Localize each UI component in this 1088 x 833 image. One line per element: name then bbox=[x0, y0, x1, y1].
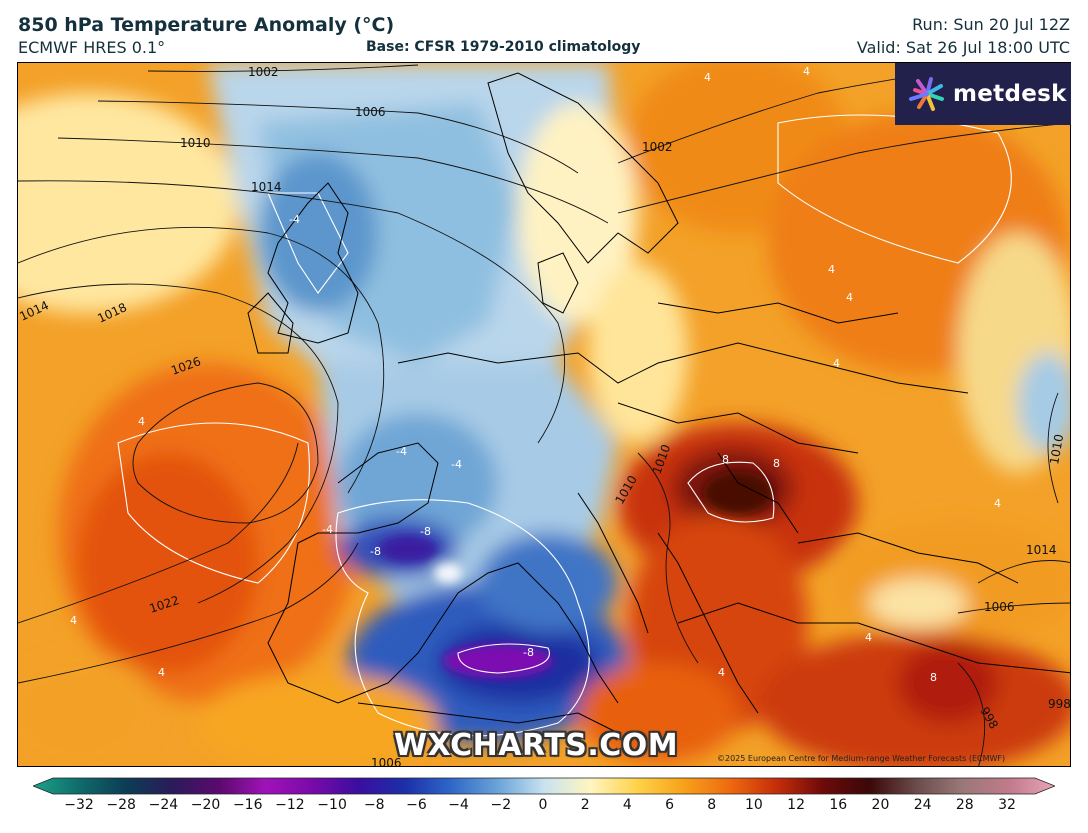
anomaly-label: 4 bbox=[704, 71, 711, 84]
metdesk-logo: metdesk bbox=[895, 63, 1071, 125]
colorbar-tick-label: 4 bbox=[622, 797, 632, 813]
chart-title: 850 hPa Temperature Anomaly (°C) bbox=[18, 14, 395, 36]
map-canvas: 1002 1006 1010 1014 1014 1018 1026 1022 … bbox=[18, 63, 1071, 767]
colorbar-tick-label: 0 bbox=[538, 797, 548, 813]
anomaly-label: -4 bbox=[289, 213, 300, 226]
colorbar-tick-label: 16 bbox=[829, 797, 848, 813]
colorbar-tick-label: −8 bbox=[363, 797, 385, 813]
anomaly-label-group: 4 4 4 -4 -4 -4 -4 -8 -8 -8 8 8 4 4 4 4 4… bbox=[70, 65, 1001, 684]
colorbar-tick-label: 8 bbox=[707, 797, 717, 813]
anomaly-label: -8 bbox=[370, 545, 381, 558]
anomaly-label: 8 bbox=[773, 457, 780, 470]
colorbar-tick-label: 32 bbox=[998, 797, 1016, 813]
isobar-label: 1002 bbox=[642, 140, 673, 154]
anomaly-label: 4 bbox=[846, 291, 853, 304]
colorbar-tick-label: 6 bbox=[665, 797, 674, 813]
isobar-label: 1006 bbox=[355, 105, 386, 119]
anomaly-label: 4 bbox=[865, 631, 872, 644]
colorbar-tick-label: 20 bbox=[871, 797, 890, 813]
anomaly-label: 4 bbox=[158, 666, 165, 679]
isobar-label: 1014 bbox=[1026, 543, 1057, 557]
anomaly-label: -4 bbox=[396, 445, 407, 458]
anomaly-label: -4 bbox=[451, 458, 462, 471]
wxcharts-watermark: WXCHARTS.COM bbox=[394, 728, 679, 763]
isobar-label: 1014 bbox=[251, 180, 282, 194]
colorbar-tick-label: −32 bbox=[64, 797, 94, 813]
anomaly-contours bbox=[117, 114, 1012, 737]
anomaly-label: 4 bbox=[70, 614, 77, 627]
colorbar-tick-label: −16 bbox=[232, 797, 263, 813]
colorbar-tick-label: −28 bbox=[106, 797, 136, 813]
colorbar-tick-label: 28 bbox=[955, 797, 974, 813]
colorbar-tick-label: 2 bbox=[580, 797, 590, 813]
anomaly-map[interactable]: 1002 1006 1010 1014 1014 1018 1026 1022 … bbox=[17, 62, 1071, 767]
ecmwf-copyright: ©2025 European Centre for Medium-range W… bbox=[717, 754, 1006, 763]
colorbar-tick-label: −6 bbox=[406, 797, 427, 813]
isobar-label: 1010 bbox=[1047, 433, 1066, 466]
anomaly-label: -8 bbox=[420, 525, 431, 538]
colorbar-tick-labels: −32 −28 −24 −20 −16 −12 −10 −8 −6 −4 −2 0 2 4 6 8 10 12 16… bbox=[0, 797, 1088, 821]
isobar-label: 1006 bbox=[984, 600, 1015, 614]
anomaly-label: -8 bbox=[523, 646, 534, 659]
model-label: ECMWF HRES 0.1° bbox=[18, 38, 166, 57]
colorbar-tick-label: 12 bbox=[787, 797, 805, 813]
colorbar-tick-label: −24 bbox=[148, 797, 179, 813]
anomaly-label: 8 bbox=[722, 453, 729, 466]
anomaly-label: 4 bbox=[138, 415, 145, 428]
colorbar-tick-label: −10 bbox=[317, 797, 347, 813]
coastlines bbox=[247, 72, 1070, 734]
colorbar-tick-label: 24 bbox=[913, 797, 932, 813]
isobar-label: 998 bbox=[1048, 697, 1071, 711]
valid-time-label: Valid: Sat 26 Jul 18:00 UTC bbox=[856, 38, 1070, 57]
colorbar-tick-label: −20 bbox=[190, 797, 221, 813]
colorbar-tick-label: −4 bbox=[448, 797, 469, 813]
anomaly-label: 4 bbox=[718, 666, 725, 679]
isobar-label: 1002 bbox=[248, 65, 279, 79]
isobar-label: 1006 bbox=[371, 756, 402, 767]
run-time-label: Run: Sun 20 Jul 12Z bbox=[912, 15, 1070, 34]
anomaly-label: 4 bbox=[994, 497, 1001, 510]
colorbar-tick-label: −12 bbox=[275, 797, 305, 813]
anomaly-label: 4 bbox=[833, 357, 840, 370]
colorbar-bar bbox=[33, 777, 1055, 795]
anomaly-field bbox=[18, 63, 1070, 766]
climatology-base-label: Base: CFSR 1979-2010 climatology bbox=[366, 39, 641, 55]
anomaly-label: -4 bbox=[322, 523, 333, 536]
metdesk-logo-icon bbox=[909, 77, 944, 111]
isobars bbox=[18, 63, 1070, 766]
colorbar bbox=[33, 777, 1055, 795]
isobar-label: 1010 bbox=[180, 136, 211, 150]
colorbar-tick-label: 10 bbox=[744, 797, 763, 813]
colorbar-tick-label: −2 bbox=[490, 797, 512, 813]
anomaly-label: 4 bbox=[828, 263, 835, 276]
anomaly-label: 4 bbox=[803, 65, 810, 78]
metdesk-logo-text: metdesk bbox=[953, 81, 1067, 107]
anomaly-label: 8 bbox=[930, 671, 937, 684]
